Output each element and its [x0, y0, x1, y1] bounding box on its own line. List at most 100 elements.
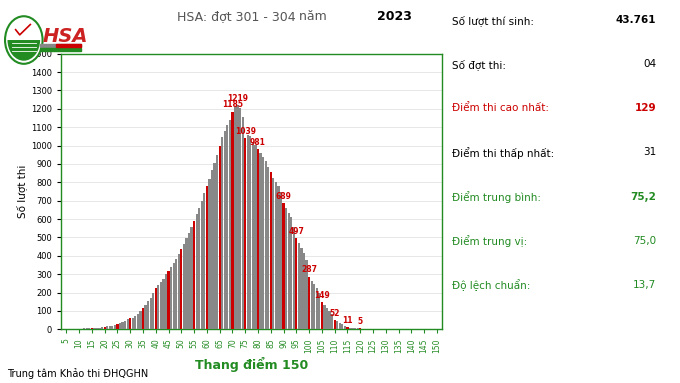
Bar	[211, 170, 213, 329]
Text: 75,2: 75,2	[630, 192, 656, 201]
Bar	[91, 328, 93, 329]
Bar	[224, 131, 226, 329]
Bar	[311, 281, 313, 329]
Text: năm: năm	[299, 10, 331, 23]
Bar	[234, 107, 236, 329]
Bar	[237, 105, 239, 329]
Bar	[99, 327, 101, 329]
Text: 1219: 1219	[227, 94, 248, 103]
Bar	[132, 318, 134, 329]
Bar	[260, 153, 262, 329]
Bar	[147, 301, 149, 329]
Bar	[163, 279, 165, 329]
Text: 129: 129	[634, 103, 656, 113]
X-axis label: Thang điểm 150: Thang điểm 150	[195, 357, 308, 372]
Bar	[290, 217, 292, 329]
Bar	[170, 267, 172, 329]
Bar	[116, 324, 118, 329]
Bar	[196, 214, 198, 329]
Circle shape	[5, 16, 43, 64]
Bar	[228, 120, 231, 329]
Bar	[295, 238, 297, 329]
Bar	[183, 244, 185, 329]
Bar	[341, 324, 343, 329]
Text: 43.761: 43.761	[615, 15, 656, 25]
Bar	[301, 249, 303, 329]
Text: 497: 497	[288, 227, 304, 236]
Bar	[277, 186, 279, 329]
Bar	[275, 182, 277, 329]
Bar	[208, 178, 211, 329]
Bar	[324, 304, 326, 329]
Bar	[144, 305, 147, 329]
Bar	[190, 227, 192, 329]
Text: Điểm thi thấp nhất:: Điểm thi thấp nhất:	[452, 147, 554, 159]
Bar	[167, 270, 169, 329]
Bar	[134, 316, 137, 329]
Text: 1039: 1039	[235, 127, 256, 136]
Bar	[96, 328, 98, 329]
Text: Số đợt thi:: Số đợt thi:	[452, 59, 506, 70]
Text: Điểm thi cao nhất:: Điểm thi cao nhất:	[452, 103, 549, 113]
Text: Số lượt thí sinh:: Số lượt thí sinh:	[452, 15, 534, 26]
Text: Trung tâm Khảo thi ĐHQGHN: Trung tâm Khảo thi ĐHQGHN	[7, 368, 148, 379]
Bar	[173, 263, 175, 329]
Bar	[267, 167, 269, 329]
Bar	[318, 293, 320, 329]
Text: 287: 287	[301, 265, 317, 274]
Bar	[101, 327, 103, 329]
Bar	[252, 142, 254, 329]
Bar	[221, 137, 223, 329]
Bar	[331, 314, 333, 329]
Bar	[257, 149, 259, 329]
Bar	[129, 318, 131, 329]
Bar	[40, 48, 81, 51]
Text: 981: 981	[250, 138, 266, 147]
Bar	[298, 243, 300, 329]
Bar	[250, 136, 252, 329]
Bar	[203, 193, 205, 329]
Bar	[226, 125, 228, 329]
Bar	[344, 326, 346, 329]
Text: 13,7: 13,7	[633, 280, 656, 290]
Text: 5: 5	[358, 317, 362, 326]
Bar	[198, 208, 201, 329]
Wedge shape	[7, 40, 40, 61]
Bar	[216, 155, 218, 329]
Bar	[122, 322, 124, 329]
Text: Điểm trung bình:: Điểm trung bình:	[452, 192, 541, 203]
Bar	[326, 308, 328, 329]
Bar	[352, 328, 354, 329]
Bar	[292, 228, 295, 329]
Bar	[282, 203, 285, 329]
Bar	[88, 328, 90, 329]
Bar	[265, 161, 267, 329]
Bar	[137, 314, 139, 329]
Bar	[308, 277, 310, 329]
Bar	[239, 108, 241, 329]
Bar	[247, 134, 249, 329]
Bar	[244, 138, 246, 329]
Bar	[336, 321, 339, 329]
Bar	[254, 145, 256, 329]
Bar	[175, 259, 177, 329]
Bar	[160, 282, 162, 329]
Bar	[188, 233, 190, 329]
Bar	[270, 172, 272, 329]
Bar	[303, 253, 305, 329]
Bar	[109, 326, 111, 329]
Bar	[339, 323, 341, 329]
Y-axis label: Số lượt thi: Số lượt thi	[16, 165, 27, 218]
Bar	[214, 163, 216, 329]
Text: HSA: đợt 301 - 304: HSA: đợt 301 - 304	[177, 10, 299, 23]
Bar	[305, 260, 307, 329]
Bar	[40, 44, 81, 47]
Text: 52: 52	[330, 309, 340, 318]
Bar	[56, 44, 81, 47]
Bar	[354, 328, 356, 329]
Text: 689: 689	[275, 192, 292, 201]
Bar	[316, 288, 318, 329]
Bar	[177, 254, 180, 329]
Bar	[334, 320, 336, 329]
Text: Điểm trung vị:: Điểm trung vị:	[452, 236, 528, 247]
